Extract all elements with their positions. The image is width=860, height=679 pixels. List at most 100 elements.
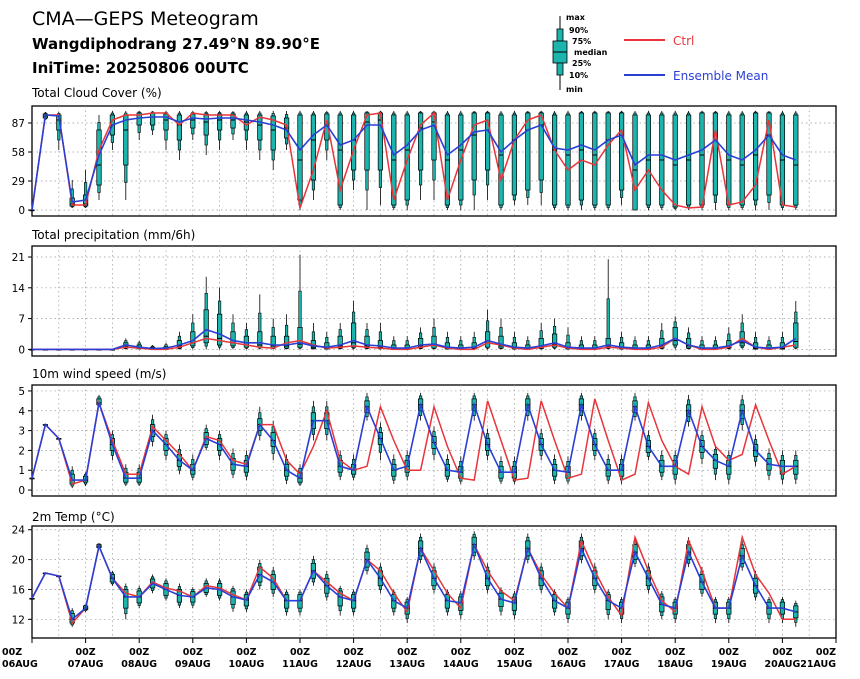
x-tick-label-date: 10AUG bbox=[229, 659, 265, 670]
box-lower-tail bbox=[151, 436, 155, 442]
box-lower-tail bbox=[566, 613, 570, 619]
box-upper-tail bbox=[472, 395, 476, 400]
box-lower-tail bbox=[486, 450, 490, 456]
x-tick-label-time: 00Z bbox=[344, 647, 364, 658]
box-lower-tail bbox=[365, 169, 369, 191]
box-lower-tail bbox=[539, 179, 543, 193]
box-iqr bbox=[672, 114, 678, 208]
box-whisker bbox=[150, 111, 156, 135]
box-lower-tail bbox=[191, 127, 195, 135]
box-upper-tail bbox=[84, 182, 88, 196]
box-lower-tail bbox=[499, 606, 503, 612]
init-time-text: IniTime: 20250806 00UTC bbox=[32, 59, 249, 77]
box-lower-tail bbox=[110, 134, 114, 143]
box-lower-tail bbox=[754, 199, 758, 206]
box-lower-tail bbox=[593, 585, 597, 590]
box-upper-tail bbox=[177, 335, 181, 341]
y-tick-label: 21 bbox=[12, 252, 25, 264]
box-whisker bbox=[297, 111, 303, 210]
y-tick-label: 29 bbox=[12, 176, 25, 188]
box-iqr bbox=[471, 112, 477, 181]
box-whisker bbox=[324, 111, 330, 160]
legend-box-glyph bbox=[552, 16, 568, 90]
box-upper-tail bbox=[687, 399, 691, 406]
box-lower-tail bbox=[392, 607, 396, 613]
box-lower-tail bbox=[646, 204, 650, 208]
box-upper-tail bbox=[298, 591, 302, 595]
box-upper-tail bbox=[767, 340, 771, 346]
box-upper-tail bbox=[352, 591, 356, 595]
box-upper-tail bbox=[539, 566, 543, 572]
box-whisker bbox=[551, 111, 558, 210]
box-upper-tail bbox=[526, 536, 530, 542]
box-upper-tail bbox=[512, 336, 516, 344]
y-tick-label: 58 bbox=[12, 147, 25, 159]
box-whisker bbox=[377, 323, 383, 350]
box-upper-tail bbox=[298, 290, 302, 328]
box-whisker bbox=[605, 111, 611, 210]
box-lower-tail bbox=[218, 595, 222, 599]
box-iqr bbox=[752, 112, 759, 201]
x-tick-label-date: 09AUG bbox=[175, 659, 211, 670]
box-lower-tail bbox=[606, 609, 610, 615]
box-lower-tail bbox=[378, 585, 382, 590]
box-whisker bbox=[645, 111, 652, 210]
box-upper-tail bbox=[258, 412, 262, 419]
box-iqr bbox=[578, 112, 585, 201]
x-tick-label-time: 00Z bbox=[451, 647, 471, 658]
box-whisker bbox=[793, 301, 799, 350]
box-whisker bbox=[230, 314, 236, 350]
box-iqr bbox=[458, 114, 464, 201]
box-lower-tail bbox=[258, 581, 262, 587]
ensemble-mean-line bbox=[31, 401, 796, 481]
box-upper-tail bbox=[338, 329, 342, 337]
box-lower-tail bbox=[124, 164, 128, 183]
x-tick-label-date: 20AUG bbox=[765, 659, 801, 670]
box-iqr bbox=[203, 309, 209, 344]
box-lower-tail bbox=[325, 139, 329, 151]
box-upper-tail bbox=[218, 580, 222, 584]
x-tick-label-date: 21AUG bbox=[800, 659, 836, 670]
x-tick-label-date: 17AUG bbox=[604, 659, 640, 670]
box-upper-tail bbox=[124, 586, 128, 590]
box-whisker bbox=[243, 111, 249, 150]
box-lower-tail bbox=[727, 613, 731, 619]
box-upper-tail bbox=[271, 327, 275, 337]
box-lower-tail bbox=[191, 473, 195, 478]
box-upper-tail bbox=[660, 455, 664, 461]
box-iqr bbox=[337, 590, 343, 607]
box-whisker bbox=[29, 477, 35, 480]
x-tick-label-date: 11AUG bbox=[282, 659, 318, 670]
x-tick-label-time: 00Z bbox=[612, 647, 632, 658]
box-upper-tail bbox=[204, 580, 208, 584]
box-lower-tail bbox=[124, 607, 128, 615]
box-whisker bbox=[592, 111, 598, 210]
box-whisker bbox=[712, 444, 719, 481]
box-iqr bbox=[592, 112, 598, 206]
box-upper-tail bbox=[392, 340, 396, 346]
box-upper-tail bbox=[499, 327, 503, 337]
box-iqr bbox=[418, 112, 424, 171]
box-upper-tail bbox=[794, 311, 798, 324]
x-tick-label-time: 00Z bbox=[2, 647, 22, 658]
chart-title: CMA—GEPS Meteogram bbox=[32, 8, 259, 30]
box-iqr bbox=[525, 112, 531, 191]
box-upper-tail bbox=[432, 327, 436, 337]
cloud-cover-title: Total Cloud Cover (%) bbox=[31, 86, 162, 100]
legend-p75: 75% bbox=[572, 37, 591, 46]
y-tick-label: 14 bbox=[12, 283, 26, 295]
box-whisker bbox=[337, 585, 343, 616]
box-lower-tail bbox=[512, 194, 516, 201]
box-iqr bbox=[257, 114, 263, 141]
box-lower-tail bbox=[298, 607, 302, 613]
box-upper-tail bbox=[392, 459, 396, 465]
box-iqr bbox=[672, 327, 678, 346]
box-whisker bbox=[712, 111, 719, 210]
box-upper-tail bbox=[780, 599, 784, 603]
box-lower-tail bbox=[405, 471, 409, 477]
box-iqr bbox=[337, 114, 343, 206]
box-iqr bbox=[565, 114, 571, 206]
box-whisker bbox=[176, 111, 182, 160]
box-lower-tail bbox=[713, 194, 717, 203]
box-iqr bbox=[605, 338, 611, 349]
